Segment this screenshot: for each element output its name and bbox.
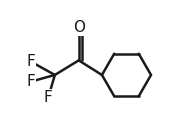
Text: F: F — [27, 74, 35, 89]
Text: O: O — [73, 20, 85, 35]
Text: F: F — [27, 54, 35, 69]
Text: F: F — [44, 90, 53, 105]
